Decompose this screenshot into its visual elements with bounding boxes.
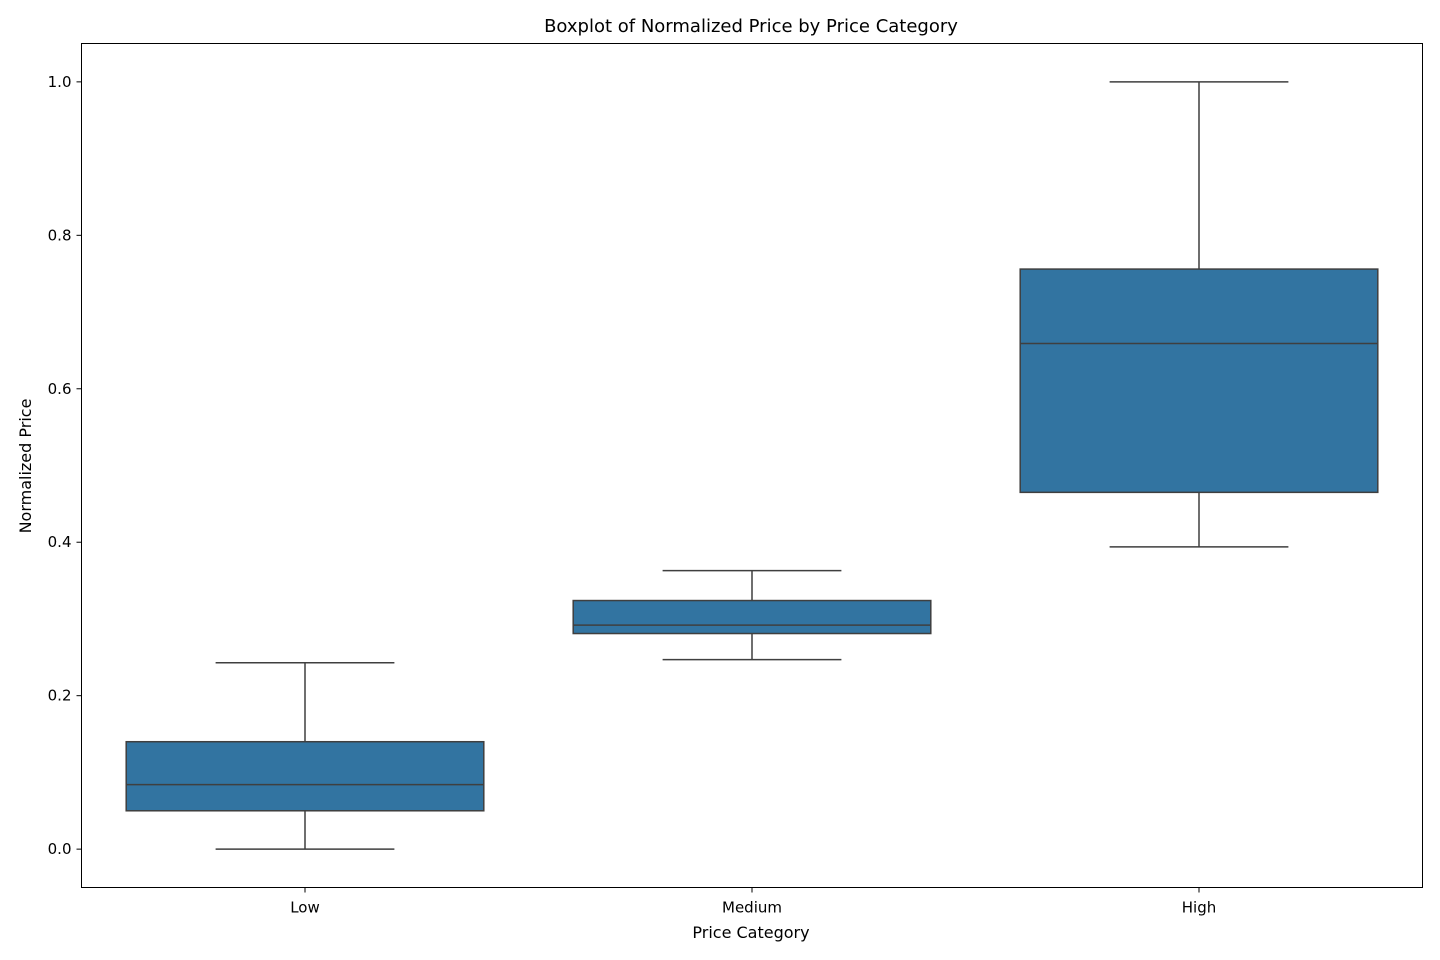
box-group-low xyxy=(125,661,485,850)
box-high xyxy=(1019,268,1379,494)
box-low xyxy=(125,740,485,812)
y-tick-label: 1.0 xyxy=(48,73,72,91)
chart-title: Boxplot of Normalized Price by Price Cat… xyxy=(544,16,958,37)
y-tick-label: 0.2 xyxy=(48,687,72,705)
box-group-high xyxy=(1019,81,1379,548)
x-tick-label: Low xyxy=(290,899,320,917)
y-tick-label: 0.0 xyxy=(48,840,72,858)
x-tick-label: High xyxy=(1182,899,1216,917)
y-tick-label: 0.4 xyxy=(48,533,72,551)
box-medium xyxy=(572,599,932,635)
y-axis-ticks: 0.0 0.2 0.4 0.6 0.8 1.0 xyxy=(48,73,82,858)
y-axis-label: Normalized Price xyxy=(16,399,35,534)
plot-area xyxy=(125,81,1379,850)
y-tick-label: 0.8 xyxy=(48,226,72,244)
x-axis-label: Price Category xyxy=(692,923,809,942)
y-tick-label: 0.6 xyxy=(48,380,72,398)
x-tick-label: Medium xyxy=(722,899,782,917)
plot-frame xyxy=(81,43,1423,888)
box-group-medium xyxy=(572,569,932,661)
x-axis-ticks: Low Medium High xyxy=(290,887,1216,917)
